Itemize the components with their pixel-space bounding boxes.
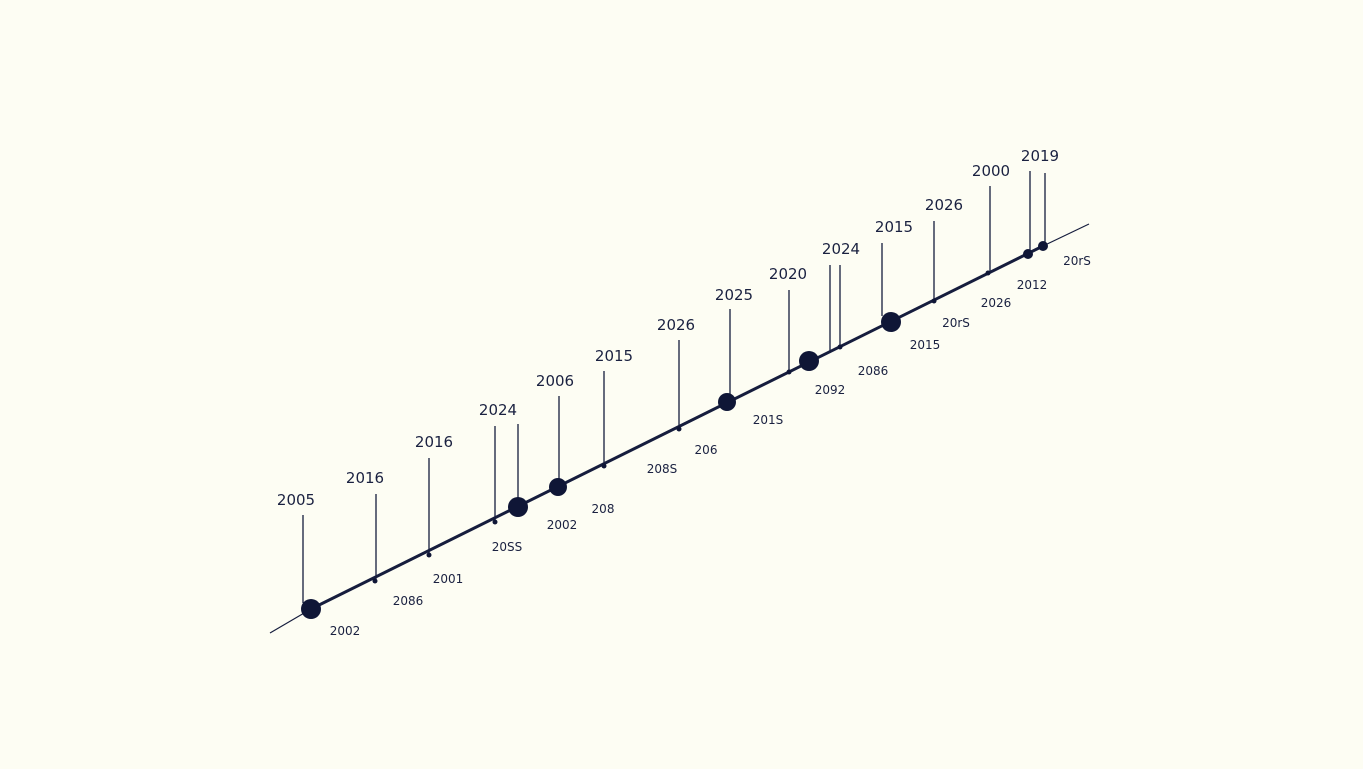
event-marker <box>786 369 792 375</box>
event-year-label: 2015 <box>595 347 633 365</box>
event-sub-label: 20rS <box>1063 254 1091 268</box>
event-year-label: 2026 <box>657 316 695 334</box>
event-marker <box>676 426 682 432</box>
event-marker <box>799 351 819 371</box>
event-sub-label: 2012 <box>1017 278 1048 292</box>
event-marker <box>1038 241 1048 251</box>
event-sub-label: 20rS <box>942 316 970 330</box>
event-marker <box>931 298 937 304</box>
event-sub-label: 2002 <box>330 624 361 638</box>
event-sub-label: 20SS <box>492 540 523 554</box>
event-marker <box>301 599 321 619</box>
event-marker <box>372 578 378 584</box>
event-year-label: 2019 <box>1021 147 1059 165</box>
event-sub-label: 2001 <box>433 572 464 586</box>
event-sub-label: 2086 <box>858 364 889 378</box>
event-marker <box>492 519 498 525</box>
event-sub-label: 2026 <box>981 296 1012 310</box>
event-sub-label: 206 <box>695 443 718 457</box>
event-sub-label: 201S <box>753 413 784 427</box>
timeline-events: 2005 2002 2016 2086 2016 2001 2024 20SS 2006 2002… <box>277 147 1091 638</box>
event-sub-label: 2092 <box>815 383 846 397</box>
event-year-label: 2000 <box>972 162 1010 180</box>
event-sub-label: 208S <box>647 462 678 476</box>
event-year-label: 2025 <box>715 286 753 304</box>
event-sub-label: 2015 <box>910 338 941 352</box>
event-year-label: 2016 <box>346 469 384 487</box>
event-sub-label: 208 <box>592 502 615 516</box>
event-sub-label: 2086 <box>393 594 424 608</box>
event-marker <box>601 463 607 469</box>
event-marker <box>549 478 567 496</box>
event-sub-label: 2002 <box>547 518 578 532</box>
event-marker <box>881 312 901 332</box>
timeline-thin-end <box>1042 223 1090 247</box>
event-marker <box>985 270 991 276</box>
event-marker <box>1023 249 1033 259</box>
event-year-label: 2024 <box>822 240 860 258</box>
event-year-label: 2005 <box>277 491 315 509</box>
event-marker <box>508 497 528 517</box>
event-year-label: 2026 <box>925 196 963 214</box>
event-marker <box>426 552 432 558</box>
event-year-label: 2015 <box>875 218 913 236</box>
event-year-label: 2020 <box>769 265 807 283</box>
event-marker <box>837 344 843 350</box>
event-year-label: 2024 <box>479 401 517 419</box>
event-year-label: 2016 <box>415 433 453 451</box>
event-marker <box>718 393 736 411</box>
event-year-label: 2006 <box>536 372 574 390</box>
